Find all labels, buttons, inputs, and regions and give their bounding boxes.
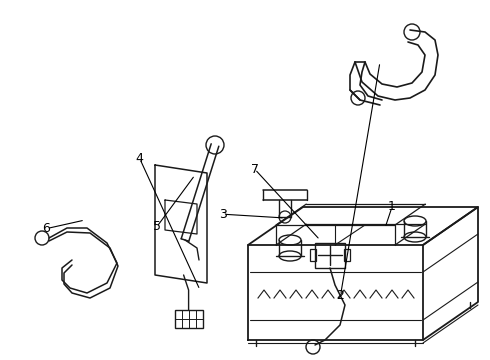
Text: 3: 3 bbox=[219, 208, 227, 221]
Bar bbox=[315, 243, 345, 268]
Text: 7: 7 bbox=[251, 163, 259, 176]
Bar bbox=[344, 249, 350, 261]
Text: 4: 4 bbox=[136, 152, 144, 165]
Text: 5: 5 bbox=[153, 220, 161, 233]
Bar bbox=[174, 310, 202, 328]
Text: 2: 2 bbox=[337, 289, 344, 302]
Text: 1: 1 bbox=[388, 201, 396, 213]
Text: 6: 6 bbox=[43, 222, 50, 235]
Bar bbox=[310, 249, 316, 261]
